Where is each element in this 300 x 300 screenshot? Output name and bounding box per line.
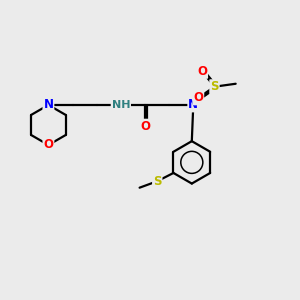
Text: O: O: [140, 120, 150, 133]
Text: S: S: [153, 175, 161, 188]
Text: NH: NH: [112, 100, 130, 110]
Text: O: O: [193, 92, 203, 104]
Text: N: N: [188, 98, 198, 111]
Text: N: N: [44, 98, 53, 111]
Text: O: O: [44, 139, 53, 152]
Text: S: S: [210, 80, 219, 93]
Text: O: O: [197, 65, 207, 78]
